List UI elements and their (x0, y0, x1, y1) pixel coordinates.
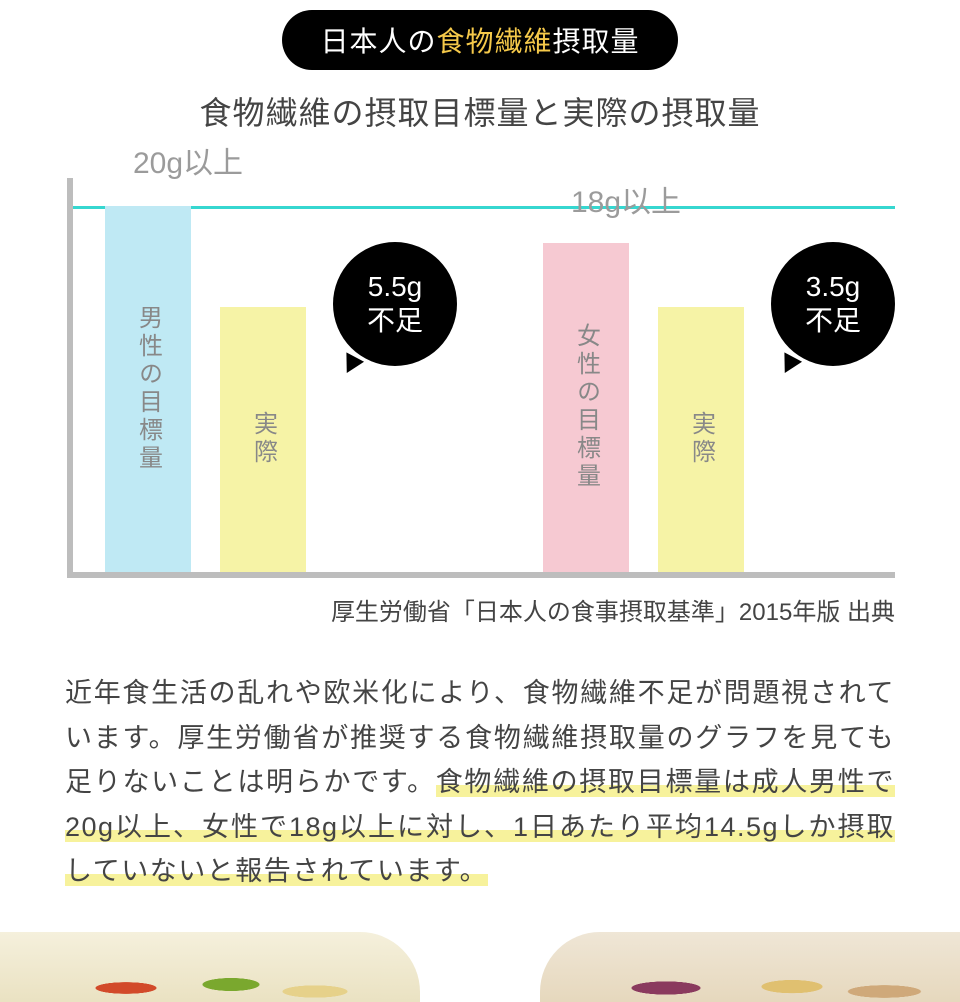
deficit-value: 3.5g (806, 270, 861, 304)
deficit-bubble: 3.5g不足 (771, 242, 895, 366)
badge-highlight: 食物繊維 (436, 26, 552, 57)
deficit-suffix: 不足 (367, 304, 423, 338)
vegetable-photo-right (540, 932, 960, 1002)
vegetable-photo-left (0, 932, 420, 1002)
title-badge: 日本人の食物繊維摂取量 (282, 10, 677, 70)
bar-label: 実際 (246, 411, 281, 467)
bar: 男性の目標量 (105, 206, 191, 572)
fiber-intake-chart: 20g以上男性の目標量実際5.5g不足18g以上女性の目標量実際3.5g不足 (65, 178, 895, 578)
x-axis (67, 572, 895, 578)
bar: 実際 (220, 307, 306, 572)
badge-suffix: 摂取量 (553, 26, 640, 57)
target-value-label: 18g以上 (571, 177, 681, 221)
header: 日本人の食物繊維摂取量 食物繊維の摂取目標量と実際の摂取量 (0, 0, 960, 134)
deficit-suffix: 不足 (805, 304, 861, 338)
deficit-value: 5.5g (368, 270, 423, 304)
badge-prefix: 日本人の (320, 26, 436, 57)
target-line (73, 206, 895, 209)
bar-label: 男性の目標量 (131, 305, 166, 473)
y-axis (67, 178, 73, 578)
description-paragraph: 近年食生活の乱れや欧米化により、食物繊維不足が問題視されています。厚生労働省が推… (65, 671, 895, 894)
source-citation: 厚生労働省「日本人の食事摂取基準」2015年版 出典 (65, 592, 895, 627)
bar: 実際 (658, 307, 744, 572)
subtitle: 食物繊維の摂取目標量と実際の摂取量 (0, 88, 960, 134)
target-value-label: 20g以上 (133, 138, 243, 182)
deficit-bubble: 5.5g不足 (333, 242, 457, 366)
bar: 女性の目標量 (543, 243, 629, 572)
bar-label: 女性の目標量 (569, 323, 604, 491)
bar-label: 実際 (684, 411, 719, 467)
